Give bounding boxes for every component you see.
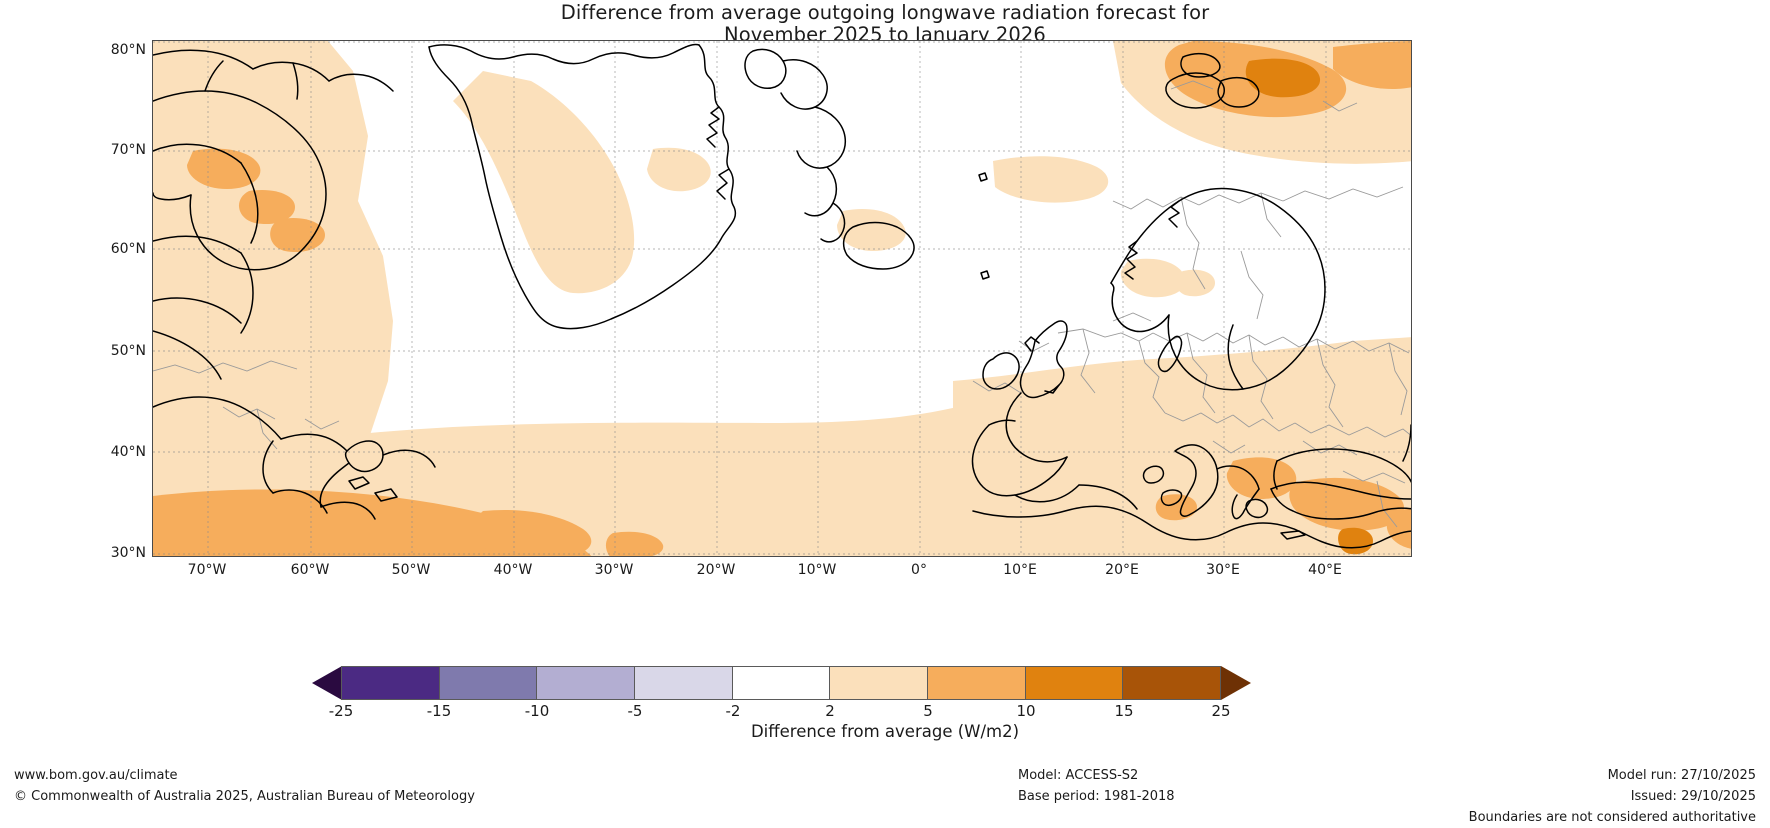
lon-tick-0: 0° [911, 562, 927, 578]
colorbar-swatch-10to15 [1025, 667, 1124, 699]
graticule [153, 41, 1411, 556]
colorbar-over-arrow [1221, 666, 1251, 700]
lat-tick-70n: 70°N [110, 142, 146, 158]
colorbar-under-arrow [312, 666, 342, 700]
colorbar-tick-15: 15 [1114, 702, 1134, 720]
colorbar-swatch-2to5 [830, 667, 929, 699]
lat-tick-30n: 30°N [110, 545, 146, 561]
footer-right: Model run: 27/10/2025 Issued: 29/10/2025… [1469, 765, 1756, 828]
lat-tick-80n: 80°N [110, 42, 146, 58]
colorbar-swatch-neg25to15 [342, 667, 440, 699]
colorbar-swatch-neg2to2 [732, 667, 831, 699]
lon-tick-70w: 70°W [187, 562, 227, 578]
colorbar-swatch-15to25 [1123, 667, 1221, 699]
colorbar-tick-25: 25 [1211, 702, 1231, 720]
colorbar-tick-neg25: -25 [328, 702, 354, 720]
colorbar-caption: Difference from average (W/m2) [750, 722, 1020, 741]
colorbar-tick-neg5: -5 [627, 702, 643, 720]
lon-tick-20e: 20°E [1105, 562, 1139, 578]
lon-tick-20w: 20°W [696, 562, 736, 578]
footer-boundaries-disclaimer: Boundaries are not considered authoritat… [1468, 810, 1756, 825]
lon-tick-10w: 10°W [797, 562, 837, 578]
footer-website[interactable]: www.bom.gov.au/climate [14, 768, 178, 783]
lat-tick-40n: 40°N [110, 444, 146, 460]
colorbar-tick-neg2: -2 [725, 702, 741, 720]
title-line-1: Difference from average outgoing longwav… [560, 1, 1210, 24]
footer-copyright: © Commonwealth of Australia 2025, Austra… [14, 789, 475, 804]
colorbar-tick-2: 2 [825, 702, 835, 720]
footer-middle: Model: ACCESS-S2 Base period: 1981-2018 [1018, 765, 1175, 807]
anomaly-map-svg [153, 41, 1411, 556]
footer-model-run: Model run: 27/10/2025 [1607, 768, 1756, 783]
footer-left: www.bom.gov.au/climate © Commonwealth of… [14, 765, 475, 807]
lon-tick-40w: 40°W [493, 562, 533, 578]
colorbar-tick-neg15: -15 [426, 702, 452, 720]
colorbar-tick-5: 5 [923, 702, 933, 720]
colorbar-swatches [341, 666, 1221, 700]
colorbar-tick-10: 10 [1016, 702, 1036, 720]
footer-model: Model: ACCESS-S2 [1018, 768, 1139, 783]
lon-tick-50w: 50°W [391, 562, 431, 578]
lon-tick-60w: 60°W [290, 562, 330, 578]
lon-tick-30e: 30°E [1206, 562, 1240, 578]
lon-tick-30w: 30°W [594, 562, 634, 578]
map-plot-area [152, 40, 1412, 557]
colorbar: -25 -15 -10 -5 -2 2 5 10 15 25 Differenc… [0, 666, 1770, 766]
lat-tick-60n: 60°N [110, 241, 146, 257]
colorbar-swatch-neg10to5 [537, 667, 636, 699]
lon-tick-10e: 10°E [1003, 562, 1037, 578]
coastlines [153, 43, 1411, 549]
footer-issued: Issued: 29/10/2025 [1630, 789, 1756, 804]
colorbar-swatch-5to10 [928, 667, 1026, 699]
footer-base-period: Base period: 1981-2018 [1018, 789, 1175, 804]
country-borders [153, 80, 1411, 528]
colorbar-tick-neg10: -10 [524, 702, 550, 720]
colorbar-swatch-neg15to10 [439, 667, 538, 699]
lat-tick-50n: 50°N [110, 343, 146, 359]
colorbar-swatch-neg5to2 [635, 667, 733, 699]
lon-tick-40e: 40°E [1308, 562, 1342, 578]
